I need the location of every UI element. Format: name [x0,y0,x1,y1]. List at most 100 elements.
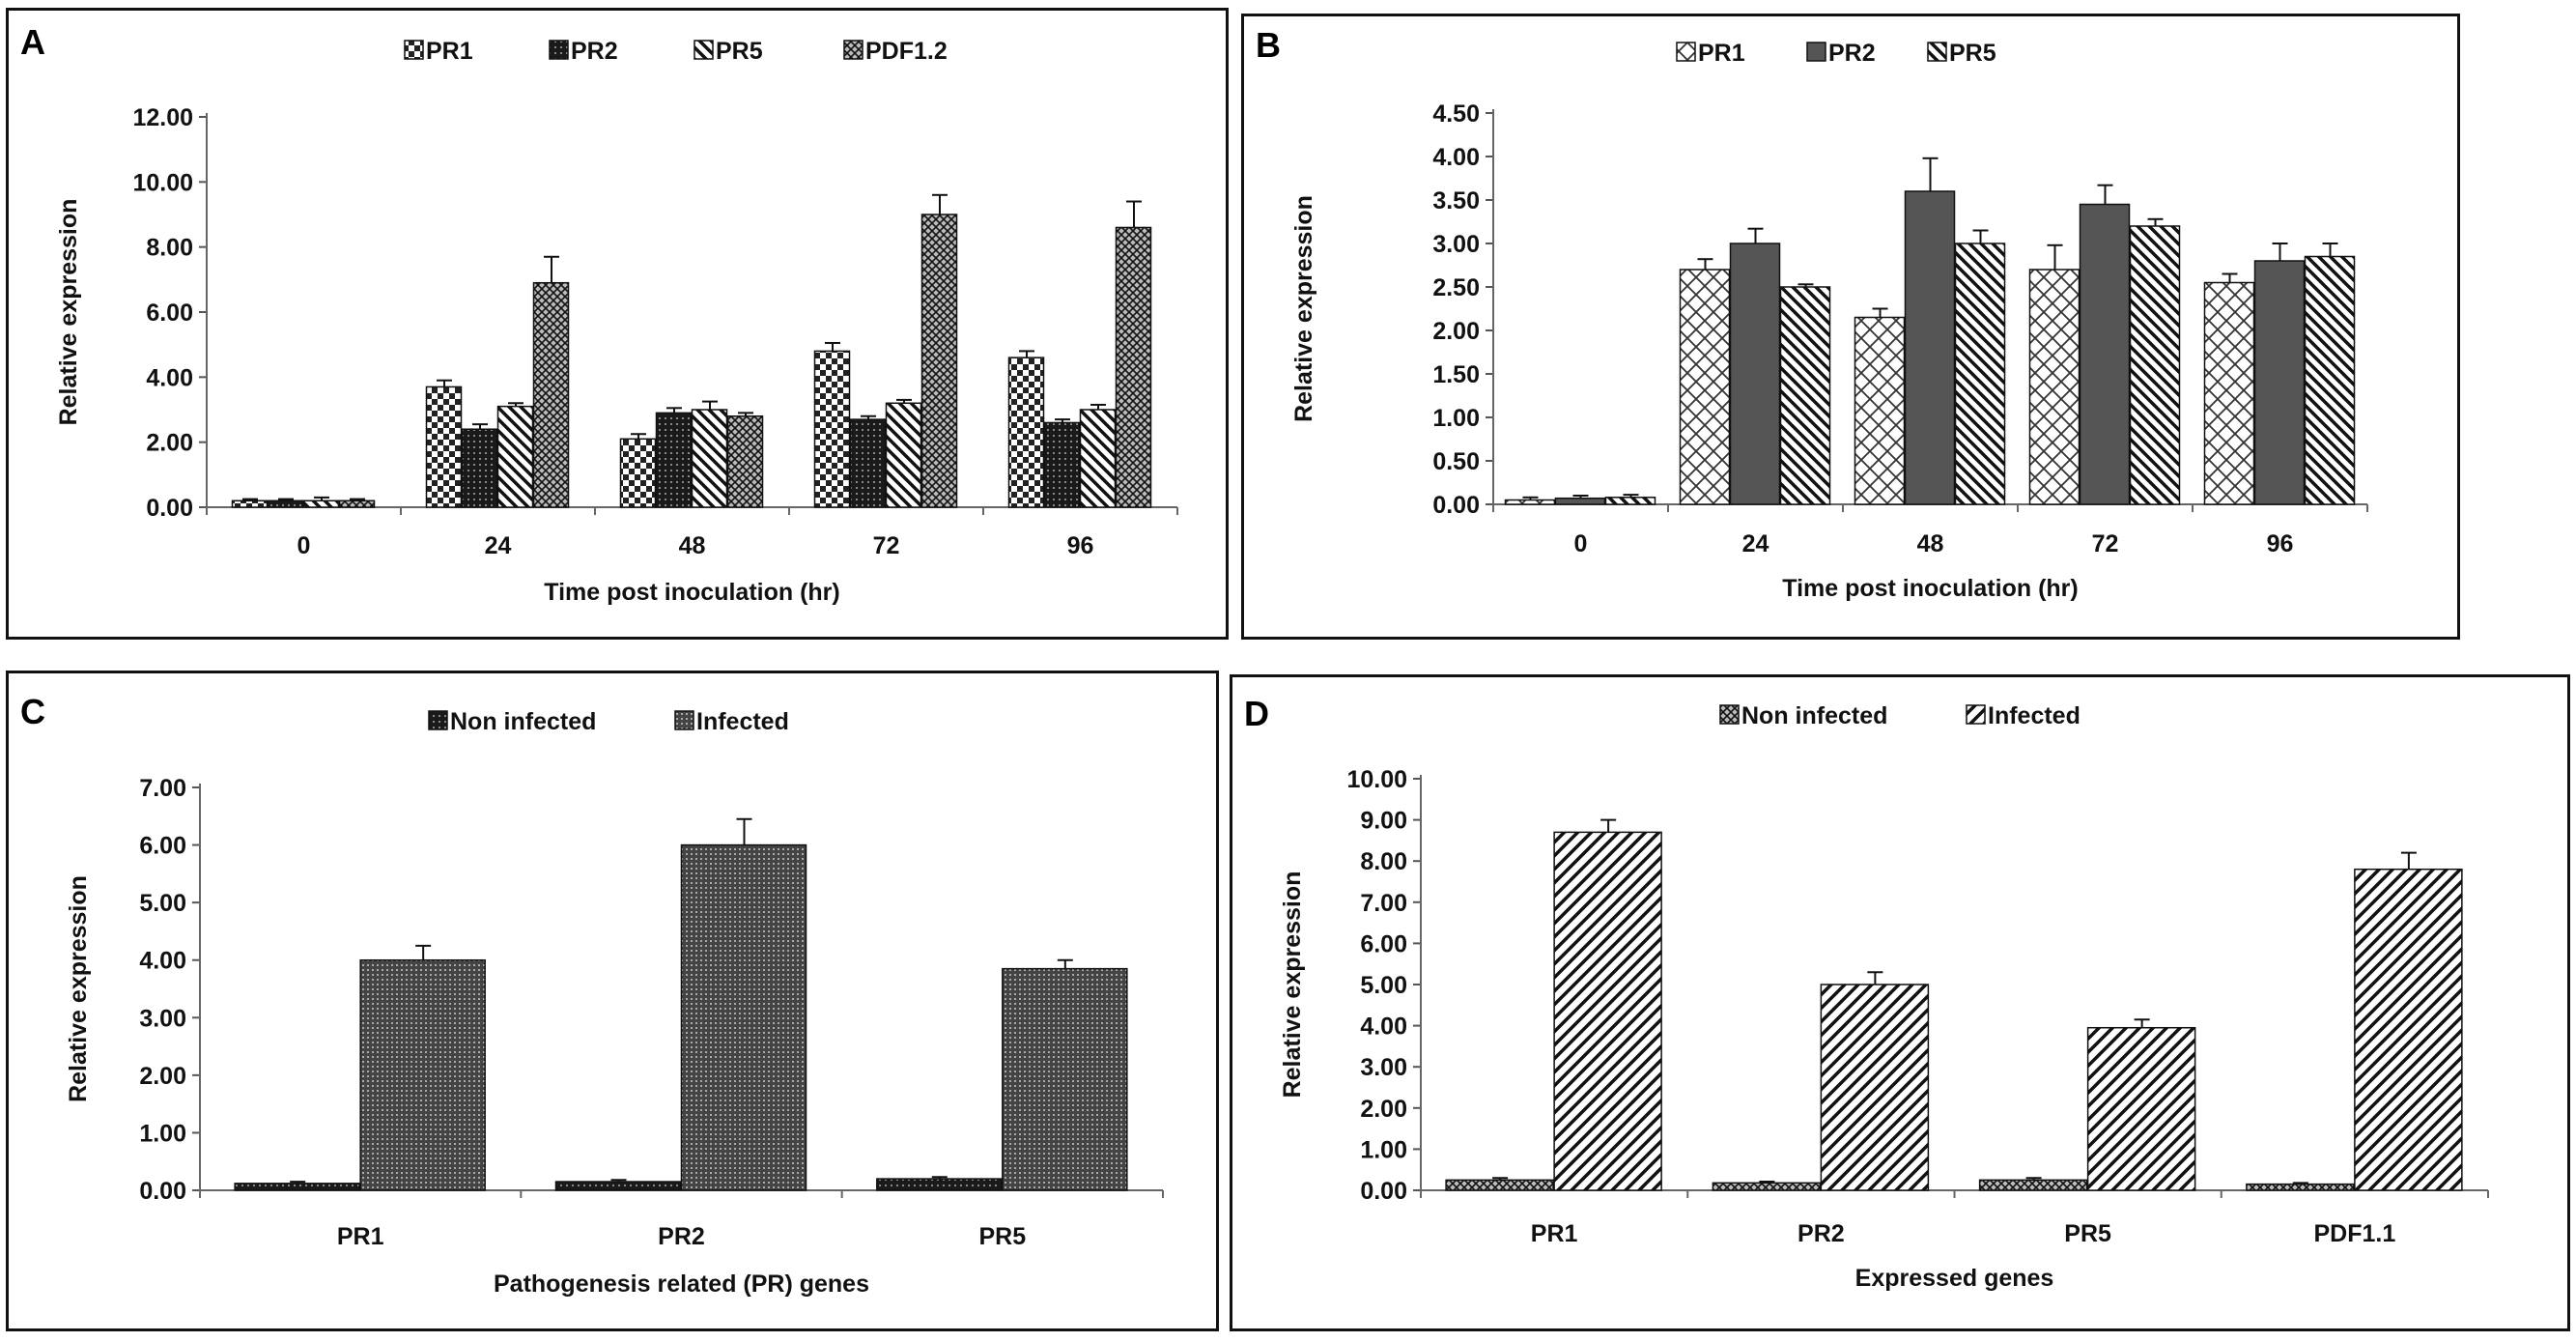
y-tick-label: 2.50 [1432,274,1480,301]
bar-a-pr2-24 [461,428,498,508]
y-tick-label: 3.00 [1360,1054,1407,1081]
x-tick-label: 96 [2267,530,2294,557]
legend-item-a-1: PR2 [549,38,618,65]
bar-a-pdf1-2-0 [338,500,376,508]
bar-a-pdf1-2-48 [726,414,764,508]
y-tick-label: 2.00 [1432,318,1480,345]
bar-a-pr2-0 [267,500,304,508]
legend-item-a-0: PR1 [404,38,473,65]
y-tick-label: 1.00 [1432,405,1480,432]
bar-a-pr5-72 [885,402,922,508]
x-tick-label: 48 [679,532,706,559]
y-tick-label: 2.00 [146,430,193,457]
panel-label-a: A [20,22,45,62]
x-tick-label: 96 [1067,532,1094,559]
x-axis-title: Expressed genes [1855,1265,2054,1292]
bar-b-pr1-96 [2203,281,2255,505]
legend-item-c-0: Non infected [428,708,596,735]
bar-d-infected-pr5 [2086,1026,2196,1191]
legend-item-a-2: PR5 [694,38,763,65]
y-tick-label: 2.00 [1360,1096,1407,1123]
bar-b-pr2-96 [2253,260,2306,505]
chart-a: A PR1 PR2 PR5 PDF1.2 0.00 2.00 4.00 6.00 8.00 10.0… [20,22,1178,606]
panel-label-b: B [1256,25,1281,65]
legend-swatch [549,40,569,60]
legend-label: Infected [1988,702,2081,729]
bar-b-pr2-48 [1904,190,1956,505]
bar-a-pr1-0 [231,500,269,508]
bar-a-pr2-48 [655,412,693,508]
y-tick-label: 10.00 [132,169,193,196]
x-tick-label: PR2 [1798,1220,1845,1247]
y-axis-title: Relative expression [55,199,82,426]
y-tick-label: 0.00 [1432,492,1480,519]
panel-label-d: D [1244,694,1269,733]
bar-c-infected-pr5 [1002,967,1128,1191]
y-tick-label: 4.00 [1432,144,1480,171]
chart-d: D Non infected Infected 0.00 1.00 2.00 3.00 4.0… [1244,694,2489,1292]
bar-b-pr5-48 [1954,243,2006,505]
x-axis-title: Time post inoculation (hr) [1782,575,2078,602]
y-tick-label: 4.00 [146,364,193,391]
y-tick-label: 2.00 [139,1063,186,1090]
bar-d-infected-pr1 [1553,831,1662,1191]
y-tick-label: 4.50 [1432,100,1480,128]
bar-d-infected-pdf1-1 [2354,868,2463,1191]
y-tick-label: 8.00 [146,235,193,262]
y-tick-label: 12.00 [132,104,193,131]
y-tick-label: 0.50 [1432,448,1480,475]
x-tick-label: 48 [1917,530,1944,557]
panel-a: A PR1 PR2 PR5 PDF1.2 0.00 2.00 4.00 6.00 8.00 10.0… [6,8,1229,640]
legend-swatch [1719,704,1740,725]
legend-label: PR2 [1828,40,1876,67]
y-tick-label: 0.00 [146,495,193,522]
bar-b-pr5-96 [2304,255,2356,505]
legend-item-c-1: Infected [674,708,789,735]
bar-a-pr1-72 [813,350,851,508]
legend-swatch [843,40,863,60]
legend-label: Non infected [450,708,596,735]
x-axis-title: Pathogenesis related (PR) genes [494,1271,869,1298]
bar-d-non-infected-pr2 [1712,1182,1822,1191]
bar-a-pr5-48 [691,409,728,508]
bar-a-pdf1-2-72 [920,214,958,508]
legend-label: PR2 [571,38,618,65]
legend-swatch [404,40,424,60]
panel-label-c: C [20,692,45,731]
legend-swatch [428,710,448,730]
y-tick-label: 6.00 [1360,930,1407,957]
bar-b-pr5-0 [1604,497,1656,505]
bar-b-pr1-48 [1854,316,1906,505]
y-tick-label: 3.00 [139,1005,186,1032]
legend-swatch [1676,42,1696,62]
legend-item-d-1: Infected [1966,702,2081,729]
bar-c-infected-pr1 [359,958,486,1191]
y-tick-label: 4.00 [139,948,186,975]
chart-c: C Non infected Infected 0.00 1.00 2.00 3.00 4.0… [20,692,1164,1298]
legend-item-b-1: PR2 [1806,40,1876,67]
legend-item-a-3: PDF1.2 [843,38,948,65]
panel-d: D Non infected Infected 0.00 1.00 2.00 3.00 4.0… [1230,674,2570,1331]
bar-b-pr1-24 [1679,269,1731,505]
bar-a-pdf1-2-24 [532,281,570,508]
x-tick-label: PR2 [658,1223,705,1250]
bar-a-pr5-24 [496,405,534,508]
x-tick-label: PR1 [1531,1220,1578,1247]
legend-swatch [694,40,714,60]
x-axis-title: Time post inoculation (hr) [544,579,839,606]
bar-a-pr2-72 [849,418,887,508]
bar-c-infected-pr2 [680,843,807,1191]
x-tick-label: PR5 [979,1223,1027,1250]
x-tick-label: PR1 [337,1223,384,1250]
y-tick-label: 7.00 [139,775,186,802]
bar-c-non-infected-pr2 [554,1181,682,1191]
bar-a-pdf1-2-96 [1115,226,1152,508]
x-tick-label: 72 [2092,530,2119,557]
y-tick-label: 1.00 [1360,1136,1407,1163]
legend-swatch [1806,42,1826,62]
x-tick-label: PDF1.1 [2313,1220,2395,1247]
y-tick-label: 3.00 [1432,231,1480,258]
legend-label: Non infected [1741,702,1887,729]
panel-c: C Non infected Infected 0.00 1.00 2.00 3.00 4.0… [6,671,1219,1331]
y-axis-title: Relative expression [65,875,92,1102]
